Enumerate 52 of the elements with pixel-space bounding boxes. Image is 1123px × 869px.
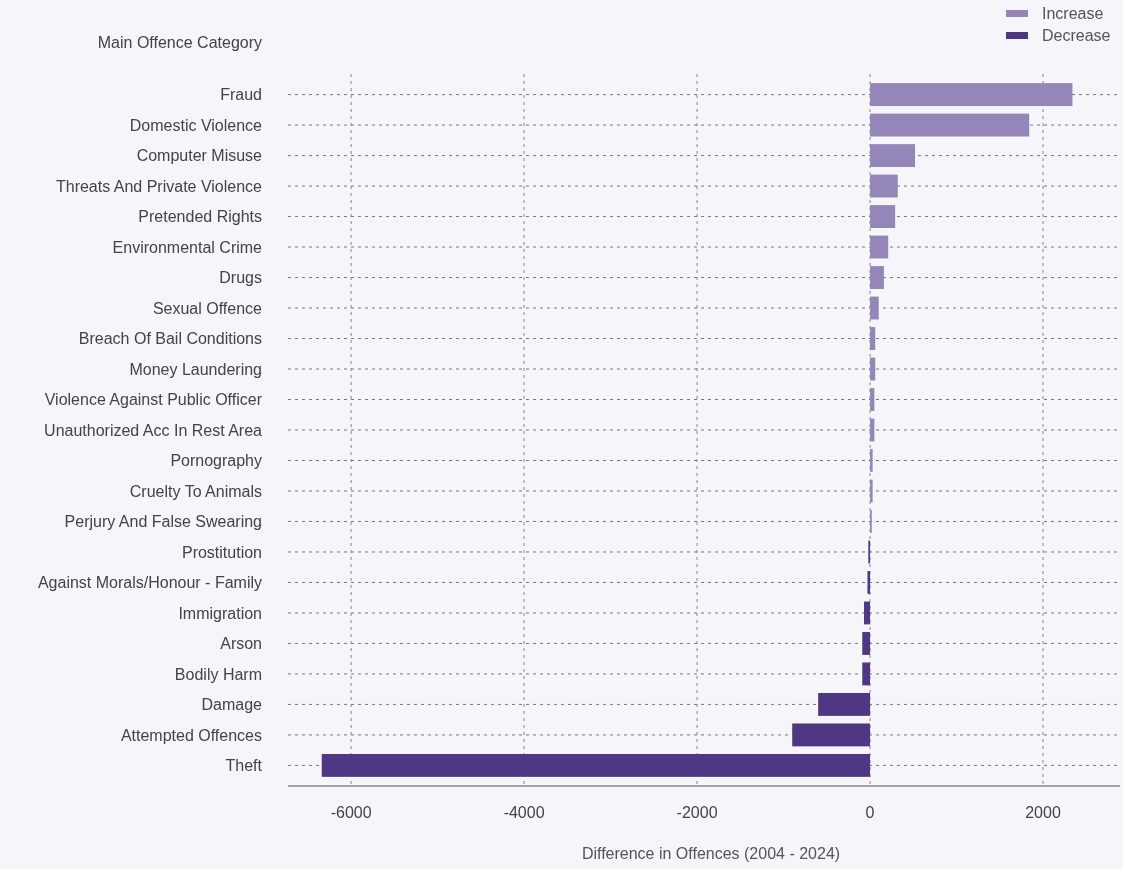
bar <box>862 662 871 686</box>
bar <box>864 601 871 625</box>
y-tick-label: Immigration <box>178 604 262 622</box>
y-tick-label: Fraud <box>220 86 262 104</box>
bar <box>870 449 873 472</box>
x-tick-label: -4000 <box>503 804 545 821</box>
bar <box>870 266 884 289</box>
legend-label: Decrease <box>1042 26 1111 44</box>
bar <box>870 83 1073 107</box>
bar <box>870 144 916 167</box>
bar <box>870 174 898 198</box>
y-tick-label: Theft <box>225 757 263 775</box>
y-tick-label: Breach Of Bail Conditions <box>78 330 262 348</box>
bar <box>818 693 871 716</box>
y-tick-label: Arson <box>220 635 262 653</box>
bar <box>870 235 889 259</box>
legend-label: Increase <box>1042 4 1104 22</box>
x-tick-label: -2000 <box>676 804 718 821</box>
y-tick-label: Threats And Private Violence <box>55 177 263 195</box>
y-tick-label: Drugs <box>219 269 262 287</box>
bar <box>870 357 876 381</box>
bar <box>870 113 1030 137</box>
y-axis-title: Main Offence Category <box>97 34 262 51</box>
bar <box>792 723 871 747</box>
x-tick-label: 2000 <box>1025 804 1061 821</box>
bar <box>867 571 871 594</box>
y-tick-label: Cruelty To Animals <box>129 482 262 500</box>
y-tick-label: Against Morals/Honour - Family <box>37 574 262 592</box>
bar <box>870 327 876 350</box>
bar <box>862 632 871 655</box>
y-tick-label: Bodily Harm <box>174 665 262 683</box>
y-tick-label: Violence Against Public Officer <box>44 391 263 409</box>
bar <box>870 388 875 411</box>
y-tick-label: Environmental Crime <box>112 238 263 256</box>
x-tick-label: -6000 <box>330 804 372 821</box>
y-tick-label: Perjury And False Swearing <box>64 513 262 531</box>
y-tick-label: Prostitution <box>181 543 262 561</box>
y-tick-label: Pornography <box>170 452 262 470</box>
x-tick-label: 0 <box>865 804 875 821</box>
x-axis-title: Difference in Offences (2004 - 2024) <box>581 845 841 862</box>
y-tick-label: Pretended Rights <box>138 208 262 226</box>
y-tick-label: Money Laundering <box>129 360 262 378</box>
bar <box>870 205 896 228</box>
bar <box>321 753 871 777</box>
y-tick-label: Damage <box>201 696 263 714</box>
y-tick-label: Attempted Offences <box>120 726 262 744</box>
bar <box>870 296 879 320</box>
y-tick-label: Sexual Offence <box>152 299 263 317</box>
y-tick-label: Unauthorized Acc In Rest Area <box>44 421 263 439</box>
bar <box>870 479 873 503</box>
y-tick-label: Computer Misuse <box>136 147 263 165</box>
y-tick-label: Domestic Violence <box>129 116 263 134</box>
